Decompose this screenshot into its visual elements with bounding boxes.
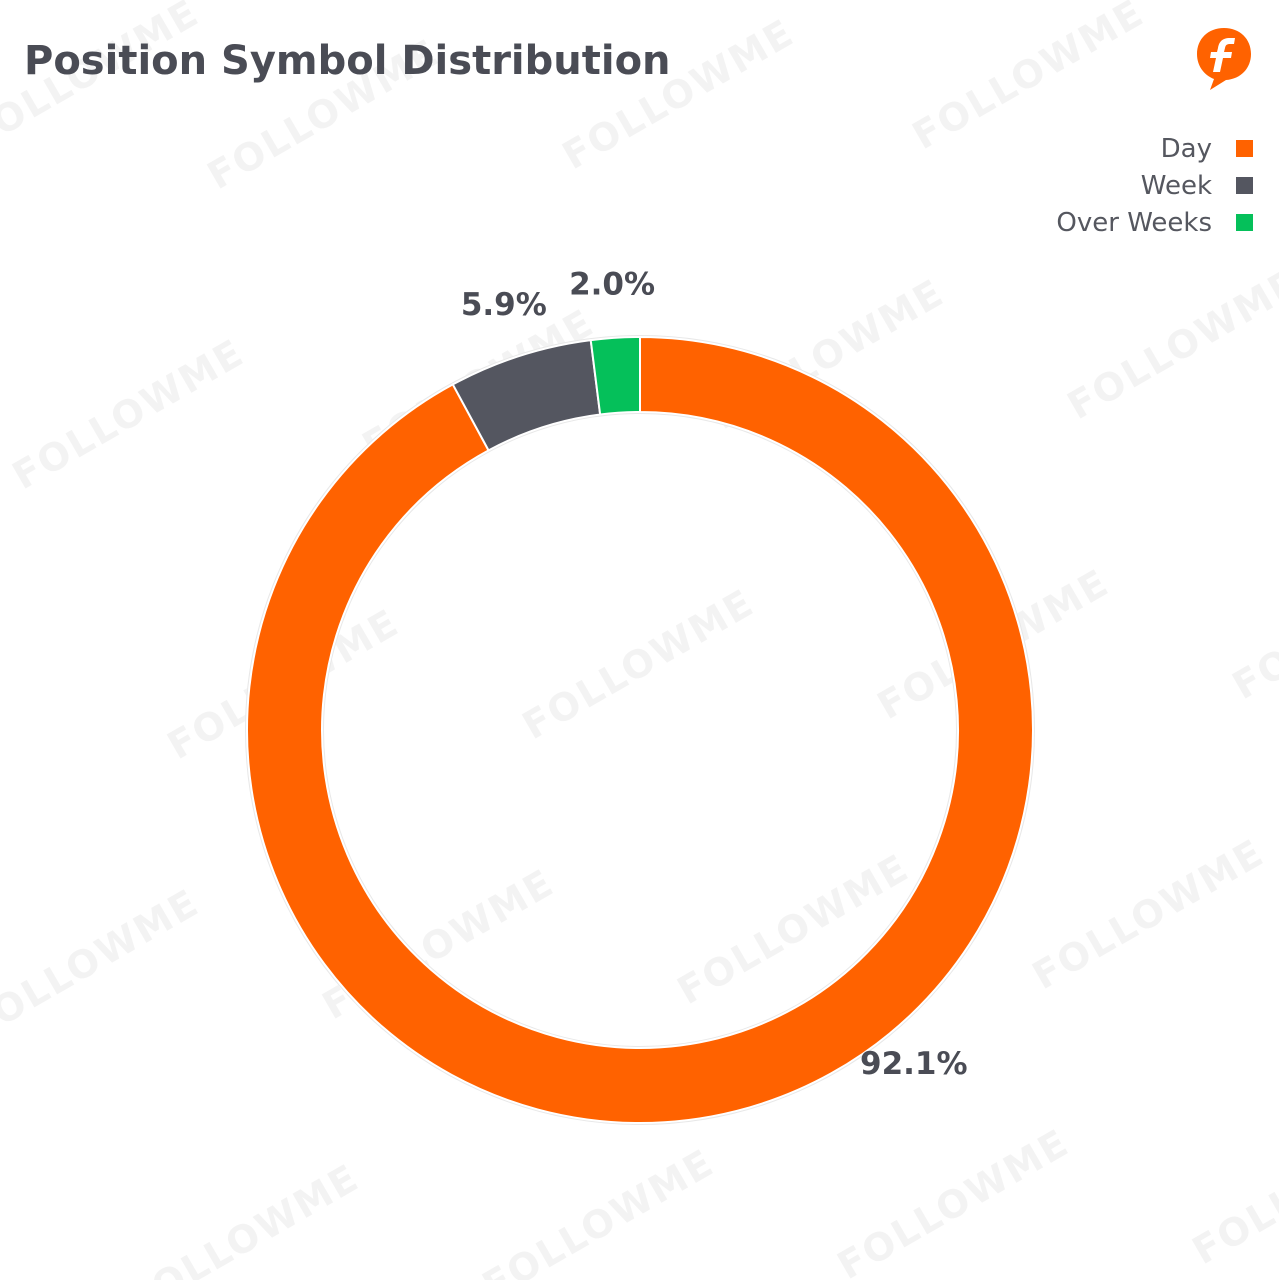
followme-f-logo-icon	[1197, 28, 1251, 90]
legend-label-over-weeks: Over Weeks	[1056, 207, 1212, 238]
legend-label-day: Day	[1160, 133, 1212, 164]
legend-swatch-day	[1236, 140, 1253, 157]
slice-over-weeks[interactable]	[589, 335, 641, 416]
slice-day[interactable]	[246, 335, 1034, 1124]
legend-swatch-week	[1236, 177, 1253, 194]
slice-label-over-weeks: 2.0%	[569, 266, 655, 302]
legend-item-week[interactable]: Week	[993, 167, 1253, 204]
slice-label-day: 92.1%	[860, 1046, 968, 1082]
legend-label-week: Week	[1140, 170, 1212, 201]
legend-item-day[interactable]: Day	[993, 130, 1253, 167]
chart-title: Position Symbol Distribution	[24, 38, 671, 84]
legend-item-over-weeks[interactable]: Over Weeks	[993, 204, 1253, 241]
donut-slices	[245, 335, 1035, 1125]
slice-label-week: 5.9%	[461, 287, 547, 323]
donut-labels: 92.1% 5.9% 2.0%	[461, 266, 968, 1082]
legend-swatch-over-weeks	[1236, 214, 1253, 231]
legend: Day Week Over Weeks	[993, 130, 1253, 241]
